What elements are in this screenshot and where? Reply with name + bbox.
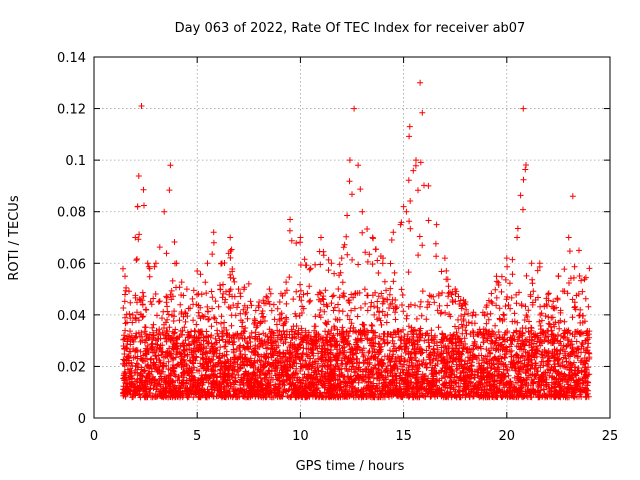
x-axis-label: GPS time / hours bbox=[296, 459, 405, 474]
x-tick-label: 25 bbox=[602, 429, 619, 444]
y-axis-label: ROTI / TECUs bbox=[7, 195, 22, 280]
y-tick-label: 0.04 bbox=[57, 309, 86, 324]
y-tick-label: 0.12 bbox=[57, 103, 86, 118]
y-tick-labels: 0 0.02 0.04 0.06 0.08 0.1 0.12 0.14 bbox=[57, 51, 86, 427]
y-tick-label: 0.02 bbox=[57, 360, 86, 375]
x-tick-label: 0 bbox=[90, 429, 98, 444]
y-tick-label: 0.14 bbox=[57, 51, 86, 66]
data-points bbox=[120, 79, 593, 401]
x-tick-label: 15 bbox=[395, 429, 412, 444]
x-tick-labels: 0 5 10 15 20 25 bbox=[90, 429, 618, 444]
y-tick-label: 0.08 bbox=[57, 206, 86, 221]
y-tick-label: 0 bbox=[78, 412, 86, 427]
y-tick-label: 0.06 bbox=[57, 257, 86, 272]
chart-title: Day 063 of 2022, Rate Of TEC Index for r… bbox=[175, 21, 526, 36]
roti-points bbox=[120, 79, 593, 401]
x-tick-label: 10 bbox=[292, 429, 309, 444]
axis-ticks bbox=[93, 56, 611, 419]
plot-frame bbox=[93, 56, 611, 419]
x-tick-label: 20 bbox=[499, 429, 516, 444]
x-tick-label: 5 bbox=[193, 429, 201, 444]
y-tick-label: 0.1 bbox=[65, 154, 86, 169]
